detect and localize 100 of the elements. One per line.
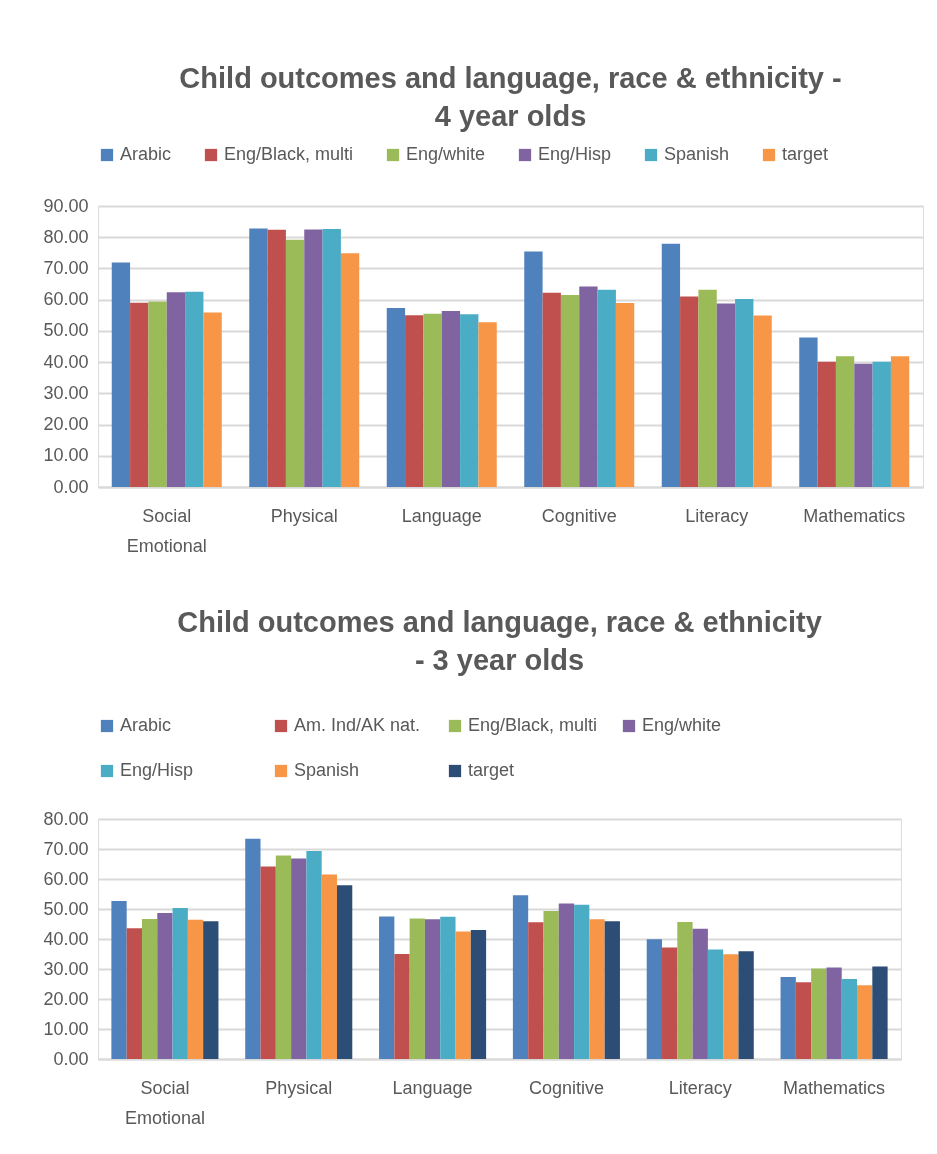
bar [275,855,292,1059]
bar [646,939,663,1059]
bar [111,262,131,487]
bar [738,951,754,1059]
bar [811,968,827,1059]
x-tick-label: Social Emotional [124,1077,205,1128]
x-tick-label: Language [392,1077,473,1098]
chart-title: Child outcomes and language, race & ethnicity - 4 year olds [179,62,842,132]
bar [470,930,487,1059]
bar [285,239,305,487]
bar [716,303,736,487]
legend-label: Eng/Hisp [120,760,194,780]
bar [872,361,891,487]
bar [126,928,142,1059]
y-tick-label: 50.00 [43,320,89,341]
bar [872,966,888,1059]
bar [478,322,497,487]
bar [185,291,204,487]
bar [854,363,873,487]
legend-label: Eng/white [406,144,486,164]
legend-label: Spanish [664,144,730,164]
legend-label: Arabic [120,715,172,735]
bar [735,299,754,487]
legend-label: Eng/Hisp [538,144,612,164]
bar [245,838,261,1059]
bar [692,928,708,1059]
y-tick-label: 50.00 [43,898,89,919]
bar [249,228,268,487]
bar [723,954,739,1059]
bar [826,967,842,1059]
y-tick-label: 30.00 [43,958,89,979]
bar [203,921,219,1059]
bar [386,308,406,487]
bar [795,982,812,1059]
bar [291,858,307,1059]
bar [166,292,186,487]
y-tick-label: 30.00 [43,382,89,403]
chart-title: Child outcomes and language, race & ethnicity - 3 year olds [177,606,822,676]
bar [799,337,818,487]
bar [260,866,276,1059]
y-tick-label: 40.00 [43,928,89,949]
x-tick-label: Language [401,505,482,526]
bar [615,303,635,487]
bar [662,947,678,1059]
bar [460,314,479,487]
bar [579,286,598,487]
bar [604,921,620,1059]
bar [753,315,772,487]
y-tick-label: 80.00 [43,808,89,829]
y-tick-label: 20.00 [43,988,89,1009]
y-tick-label: 60.00 [43,868,89,889]
x-tick-label: Physical [265,1077,333,1098]
bar [267,229,286,487]
bar [409,918,425,1059]
bar [423,313,442,487]
bar [528,922,544,1059]
x-tick-label: Physical [270,505,338,526]
x-tick-label: Cognitive [528,1077,604,1098]
bar [111,900,127,1059]
bar [322,229,341,487]
x-tick-label: Cognitive [541,505,617,526]
bar [304,229,323,487]
legend-label: Eng/white [642,715,722,735]
legend-label: Eng/Black, multi [224,144,354,164]
y-tick-label: 60.00 [43,289,89,310]
bar [187,919,204,1059]
y-tick-label: 20.00 [43,414,89,435]
x-tick-label: Mathematics [803,505,906,526]
bar [141,918,158,1059]
legend-label: target [468,760,515,780]
bar [424,919,441,1059]
bar [677,921,693,1059]
bar [379,916,395,1059]
bar [835,356,855,487]
bar [817,361,836,487]
bar [661,243,681,487]
bar [857,985,873,1059]
bar [543,911,559,1059]
legend-label: Am. Ind/AK nat. [294,715,421,735]
bar [130,302,149,487]
bar [589,919,605,1059]
legend-label: Eng/Black, multi [468,715,598,735]
bar [203,312,222,487]
y-tick-label: 0.00 [53,476,89,497]
bar [890,356,910,487]
bar [172,908,188,1059]
y-tick-label: 80.00 [43,226,89,247]
bar [336,885,353,1059]
bar [405,315,424,487]
bar [440,916,456,1059]
bar [574,904,590,1059]
bar [698,289,717,487]
y-tick-label: 10.00 [43,445,89,466]
y-tick-label: 70.00 [43,257,89,278]
y-tick-label: 40.00 [43,351,89,372]
y-tick-label: 10.00 [43,1018,89,1039]
legend-label: Spanish [294,760,360,780]
bar [841,978,858,1059]
bar [455,931,471,1059]
x-tick-label: Mathematics [783,1077,886,1098]
